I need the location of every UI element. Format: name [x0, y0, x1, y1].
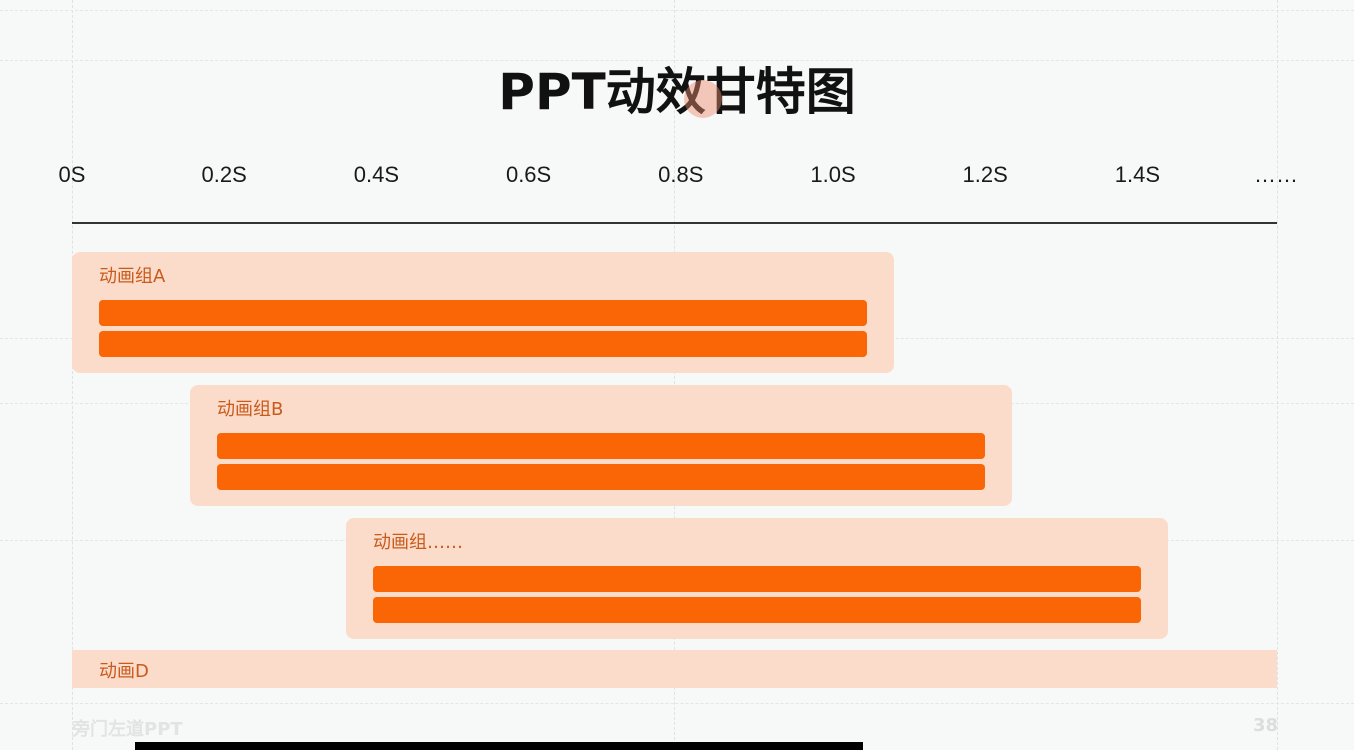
animation-bar[interactable] — [372, 566, 1141, 592]
animation-d-label: 动画D — [99, 661, 149, 682]
slide-title: PPT动效甘特图 — [498, 63, 856, 121]
animation-group-box[interactable]: 动画组B — [189, 385, 1012, 506]
animation-bar[interactable] — [99, 331, 867, 357]
video-caption-bar — [135, 742, 863, 750]
time-tick-label: 0.8S — [658, 162, 704, 187]
time-tick-label: 0.2S — [201, 162, 247, 187]
time-tick-label: 0.4S — [353, 162, 400, 187]
animation-group-box[interactable]: 动画组A — [72, 252, 894, 373]
animation-group-label: 动画组A — [99, 266, 166, 287]
guide-line — [0, 60, 1354, 61]
animation-bar[interactable] — [99, 300, 867, 326]
cursor-highlight-icon — [684, 80, 722, 118]
page-number: 38 — [1252, 715, 1278, 736]
time-tick-label: 1.0S — [810, 162, 856, 187]
time-tick-label: 0S — [58, 162, 86, 187]
animation-bar[interactable] — [216, 433, 985, 459]
animation-group-label: 动画组…… — [372, 532, 463, 553]
animation-group-box[interactable]: 动画组…… — [345, 518, 1168, 639]
time-tick-label: 1.4S — [1114, 162, 1161, 187]
animation-bar[interactable] — [372, 597, 1141, 623]
time-tick-label: …… — [1254, 162, 1298, 187]
guide-line — [674, 0, 675, 750]
time-axis-line — [72, 222, 1277, 224]
guide-line — [72, 0, 73, 750]
guide-line — [0, 10, 1354, 11]
animation-bar[interactable] — [216, 464, 985, 490]
guide-line — [1277, 0, 1278, 750]
time-tick-label: 0.6S — [505, 162, 552, 187]
animation-d-row[interactable]: 动画D — [72, 650, 1277, 688]
guide-line — [0, 703, 1354, 704]
footer-brand: 旁门左道PPT — [72, 719, 183, 740]
animation-group-label: 动画组B — [216, 399, 284, 420]
time-tick-label: 1.2S — [962, 162, 1008, 187]
